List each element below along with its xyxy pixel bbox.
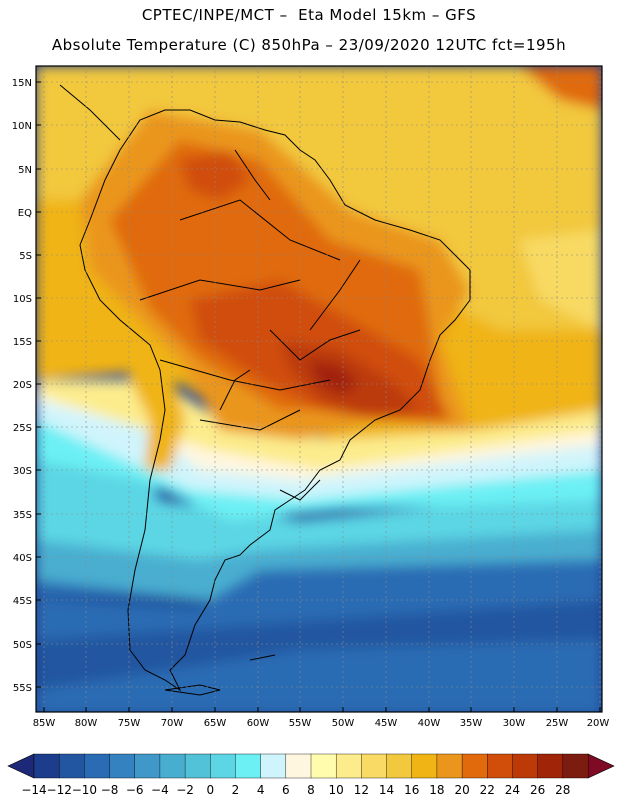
lon-label: 20W (587, 718, 610, 729)
lon-label: 60W (247, 718, 270, 729)
colorbar-cell (184, 753, 211, 779)
lat-label: 20S (13, 380, 32, 391)
colorbar-label: 18 (429, 783, 444, 797)
colorbar-label: 28 (555, 783, 570, 797)
lat-label: 40S (13, 553, 32, 564)
colorbar-cell (361, 753, 388, 779)
colorbar-min-arrow (7, 753, 35, 779)
colorbar-label: −4 (151, 783, 169, 797)
colorbar-cell (335, 753, 362, 779)
map-frame (35, 65, 603, 713)
colorbar-cell (537, 753, 564, 779)
colorbar-label: 0 (206, 783, 214, 797)
lat-label: EQ (18, 208, 32, 219)
colorbar-label: 24 (505, 783, 520, 797)
colorbar-cell (210, 753, 236, 779)
colorbar-label: −8 (101, 783, 119, 797)
colorbar-cell (58, 753, 85, 779)
lat-label: 15S (13, 337, 32, 348)
lat-label: 45S (13, 596, 32, 607)
colorbar-label: 22 (480, 783, 495, 797)
colorbar-label: 2 (232, 783, 240, 797)
colorbar-cell (84, 753, 111, 779)
lat-label: 15N (12, 78, 32, 89)
lat-label: 10N (12, 121, 32, 132)
colorbar-label: 14 (379, 783, 394, 797)
colorbar-cell (562, 753, 589, 779)
colorbar-label: 20 (454, 783, 469, 797)
colorbar-cell (411, 753, 438, 779)
temperature-field (36, 66, 602, 712)
colorbar-label: −14 (21, 783, 46, 797)
colorbar: −14 −12 −10 −8 −6 −4 −2 0 2 4 6 8 10 12 14 16 18 20 22 24 26… (7, 753, 615, 797)
lon-label: 25W (546, 718, 569, 729)
colorbar-cell (134, 753, 161, 779)
lon-label: 50W (332, 718, 355, 729)
colorbar-cell (235, 753, 262, 779)
lon-label: 55W (289, 718, 312, 729)
lon-label: 40W (418, 718, 441, 729)
colorbar-label: 4 (257, 783, 265, 797)
lat-label: 55S (13, 683, 32, 694)
lat-label: 10S (13, 294, 32, 305)
colorbar-label: 6 (282, 783, 290, 797)
lon-label: 65W (204, 718, 227, 729)
colorbar-label: −6 (126, 783, 144, 797)
colorbar-label: −2 (176, 783, 194, 797)
colorbar-label: 26 (530, 783, 545, 797)
lon-label: 80W (75, 718, 98, 729)
map-title-line1: CPTEC/INPE/MCT – Eta Model 15km – GFS (141, 6, 477, 24)
lat-label: 5N (18, 165, 32, 176)
colorbar-label: −10 (72, 783, 97, 797)
colorbar-cell (461, 753, 488, 779)
lon-label: 70W (161, 718, 184, 729)
lon-label: 30W (503, 718, 526, 729)
lat-label: 30S (13, 466, 32, 477)
colorbar-cell (512, 753, 539, 779)
colorbar-cell (159, 753, 186, 779)
colorbar-cell (33, 753, 60, 779)
colorbar-label: −12 (47, 783, 72, 797)
colorbar-cell (487, 753, 513, 779)
lat-label: 5S (19, 251, 32, 262)
colorbar-label: 10 (329, 783, 344, 797)
longitude-labels: 85W 80W 75W 70W 65W 60W 55W 50W 45W 40W … (33, 718, 610, 729)
colorbar-cell (310, 753, 337, 779)
colorbar-max-arrow (587, 753, 615, 779)
lat-label: 35S (13, 510, 32, 521)
colorbar-cell (109, 753, 136, 779)
colorbar-label: 12 (354, 783, 369, 797)
colorbar-cell (386, 753, 413, 779)
axis-ticks (36, 81, 601, 712)
map-title-line2: Absolute Temperature (C) 850hPa – 23/09/… (51, 36, 567, 54)
lat-label: 50S (13, 640, 32, 651)
colorbar-cell (436, 753, 463, 779)
lat-label: 25S (13, 423, 32, 434)
colorbar-label: 16 (404, 783, 419, 797)
graticule (36, 66, 602, 712)
colorbar-cell (260, 753, 287, 779)
colorbar-label: 8 (307, 783, 315, 797)
lon-label: 45W (375, 718, 398, 729)
coastlines (59, 84, 471, 696)
lon-label: 35W (460, 718, 483, 729)
latitude-labels: 15N 10N 5N EQ 5S 10S 15S 20S 25S 30S 35S… (12, 78, 32, 694)
lon-label: 75W (118, 718, 141, 729)
colorbar-cell (285, 753, 312, 779)
lon-label: 85W (33, 718, 56, 729)
